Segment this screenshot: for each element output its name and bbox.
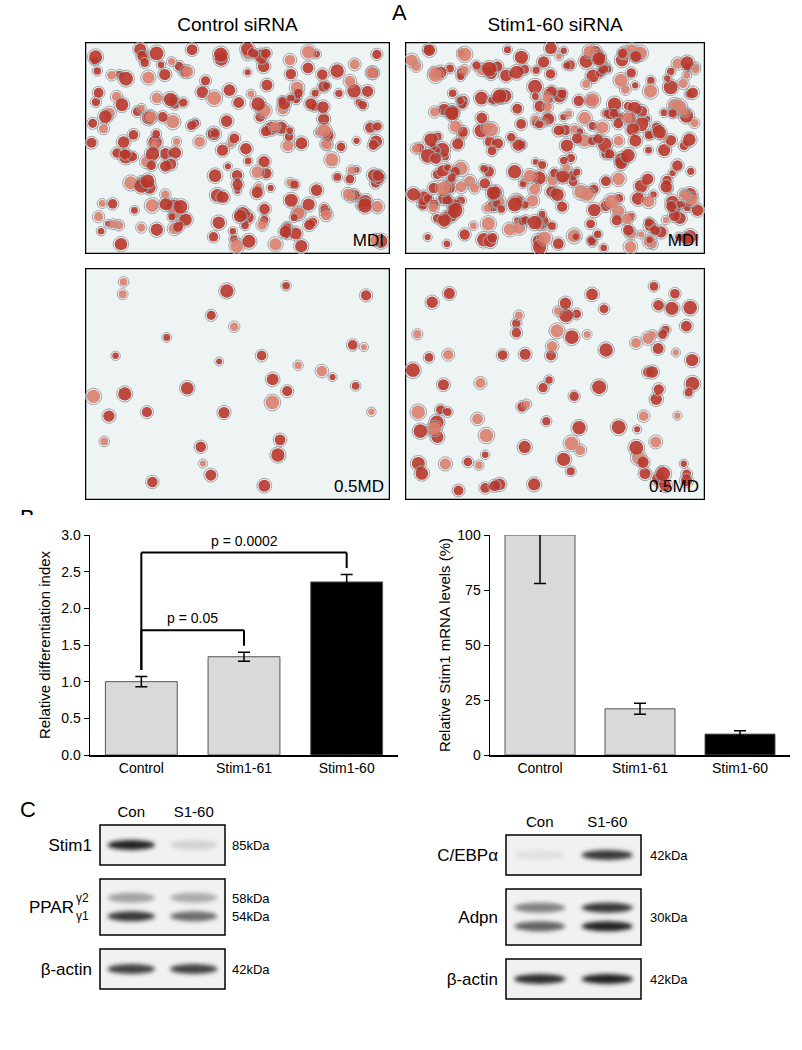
svg-text:75: 75 xyxy=(465,582,481,598)
svg-text:0.0: 0.0 xyxy=(61,747,81,763)
svg-text:p = 0.05: p = 0.05 xyxy=(167,610,218,626)
svg-text:Control: Control xyxy=(119,760,164,776)
svg-text:50: 50 xyxy=(465,637,481,653)
svg-text:Con: Con xyxy=(117,803,145,820)
svg-text:42kDa: 42kDa xyxy=(232,962,270,977)
svg-text:Con: Con xyxy=(526,813,554,830)
svg-text:0: 0 xyxy=(473,747,481,763)
svg-text:MDI: MDI xyxy=(668,231,699,250)
svg-text:0.5: 0.5 xyxy=(61,710,81,726)
svg-text:42kDa: 42kDa xyxy=(650,848,688,863)
svg-text:0.5MD: 0.5MD xyxy=(334,477,384,496)
svg-text:54kDa: 54kDa xyxy=(232,909,270,924)
svg-text:β-actin: β-actin xyxy=(41,960,92,979)
svg-text:γ2: γ2 xyxy=(76,891,89,905)
html-text:A: A xyxy=(392,0,407,25)
svg-text:Relative Stim1 mRNA levels (%): Relative Stim1 mRNA levels (%) xyxy=(436,538,453,752)
svg-text:S1-60: S1-60 xyxy=(587,813,627,830)
svg-text:1.0: 1.0 xyxy=(61,674,81,690)
svg-text:30kDa: 30kDa xyxy=(650,910,688,925)
svg-text:85kDa: 85kDa xyxy=(232,838,270,853)
svg-text:C: C xyxy=(20,797,36,822)
svg-text:S1-60: S1-60 xyxy=(174,803,214,820)
svg-text:Control: Control xyxy=(517,760,562,776)
svg-text:Adpn: Adpn xyxy=(458,908,498,927)
svg-text:100: 100 xyxy=(457,527,481,543)
svg-text:PPAR: PPAR xyxy=(29,898,74,917)
svg-text:p = 0.0002: p = 0.0002 xyxy=(211,533,278,549)
svg-text:3.0: 3.0 xyxy=(61,527,81,543)
svg-text:γ1: γ1 xyxy=(76,909,89,923)
svg-text:2.5: 2.5 xyxy=(61,564,81,580)
svg-text:Stim1-60: Stim1-60 xyxy=(712,760,768,776)
svg-text:25: 25 xyxy=(465,692,481,708)
svg-text:Stim1-61: Stim1-61 xyxy=(612,760,668,776)
svg-text:42kDa: 42kDa xyxy=(650,972,688,987)
html-text:B: B xyxy=(20,505,35,530)
svg-text:0.5MD: 0.5MD xyxy=(649,477,699,496)
svg-text:MDI: MDI xyxy=(353,231,384,250)
svg-text:Stim1: Stim1 xyxy=(49,836,92,855)
svg-text:58kDa: 58kDa xyxy=(232,891,270,906)
svg-text:C/EBPα: C/EBPα xyxy=(437,846,498,865)
html-text:Stim1-60 siRNA: Stim1-60 siRNA xyxy=(487,14,623,35)
svg-text:Relative differentiation index: Relative differentiation index xyxy=(36,550,53,739)
svg-text:Stim1-61: Stim1-61 xyxy=(216,760,272,776)
svg-text:2.0: 2.0 xyxy=(61,600,81,616)
html-text:Control siRNA: Control siRNA xyxy=(177,14,298,35)
svg-text:Stim1-60: Stim1-60 xyxy=(319,760,375,776)
svg-text:1.5: 1.5 xyxy=(61,637,81,653)
svg-text:β-actin: β-actin xyxy=(447,970,498,989)
